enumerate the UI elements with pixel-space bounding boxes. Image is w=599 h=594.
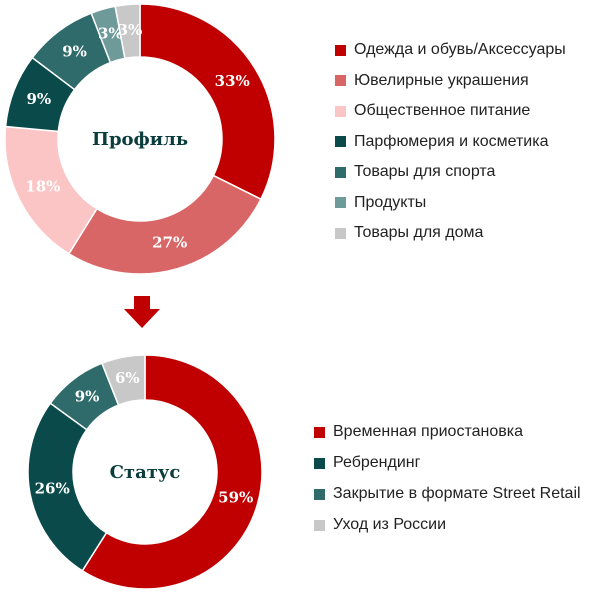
donut-slice <box>67 174 262 275</box>
legend-item-уход-из-россии: Уход из России <box>314 516 446 534</box>
legend-swatch <box>335 136 346 147</box>
legend-label: Парфюмерия и косметика <box>354 132 549 150</box>
slice-value-label: 3% <box>98 25 123 43</box>
legend-label: Временная приостановка <box>333 423 523 440</box>
legend-swatch <box>314 519 325 531</box>
legend-item-парфюмерия-и-косметика: Парфюмерия и косметика <box>335 133 548 151</box>
legend-item-одежда-и-обувь-аксессуары: Одежда и обувь/Аксессуары <box>335 41 566 59</box>
legend-label: Товары для спорта <box>354 163 496 180</box>
down-arrow-shape <box>124 296 160 328</box>
legend-swatch <box>335 197 346 208</box>
legend-label: Ювелирные украшения <box>354 71 529 89</box>
slice-value-label: 9% <box>26 90 51 108</box>
legend-item-временная-приостановка: Временная приостановка <box>314 423 523 441</box>
legend-item-общественное-питание: Общественное питание <box>335 102 530 120</box>
donut-slice <box>100 354 146 407</box>
slice-value-label: 18% <box>25 177 60 195</box>
legend-label: Товары для дома <box>354 224 484 241</box>
legend-item-товары-для-спорта: Товары для спорта <box>335 163 495 181</box>
donut-slice <box>81 354 263 590</box>
donut-slice <box>139 3 276 201</box>
slice-value-label: 26% <box>35 480 70 498</box>
slice-value-label: 9% <box>75 387 100 405</box>
legend-swatch <box>314 488 325 500</box>
legend-label: Одежда и обувь/Аксессуары <box>354 41 566 58</box>
slice-value-label: 27% <box>152 233 187 251</box>
legend-label: Уход из России <box>333 516 447 533</box>
legend-label: Общественное питание <box>354 102 531 119</box>
profile-donut-chart: 33% 27% 18% 9% 9% 3%3% <box>4 3 276 275</box>
slice-value-label: 3% <box>118 21 143 39</box>
legend-item-товары-для-дома: Товары для дома <box>335 224 483 242</box>
legend-swatch <box>335 166 346 178</box>
legend-swatch <box>335 227 346 239</box>
profile-center-label: Профиль <box>92 129 188 150</box>
donut-slice <box>27 402 108 572</box>
legend-item-закрытие-в-формате-street-retail: Закрытие в формате Street Retail <box>314 485 581 503</box>
legend-item-ювелирные-украшения: Ювелирные украшения <box>335 72 529 90</box>
donut-slice <box>114 3 141 60</box>
down-arrow-icon <box>124 296 160 328</box>
legend-item-ребрендинг: Ребрендинг <box>314 454 420 472</box>
legend-item-продукты: Продукты <box>335 194 426 212</box>
legend-swatch <box>335 44 346 56</box>
legend-label: Ребрендинг <box>333 454 421 471</box>
legend-swatch <box>314 426 325 438</box>
legend-label: Закрытие в формате Street Retail <box>333 485 581 502</box>
slice-value-label: 59% <box>218 488 253 506</box>
legend-swatch <box>335 75 346 86</box>
legend-label: Продукты <box>354 193 427 211</box>
status-donut-chart: 59% 26% 9% 6% <box>27 354 263 590</box>
slice-value-label: 33% <box>215 72 250 90</box>
slice-value-label: 6% <box>115 369 140 387</box>
legend-swatch <box>314 457 325 469</box>
slice-value-label: 9% <box>62 42 87 60</box>
legend-swatch <box>335 105 346 117</box>
status-center-label: Статус <box>110 462 181 483</box>
